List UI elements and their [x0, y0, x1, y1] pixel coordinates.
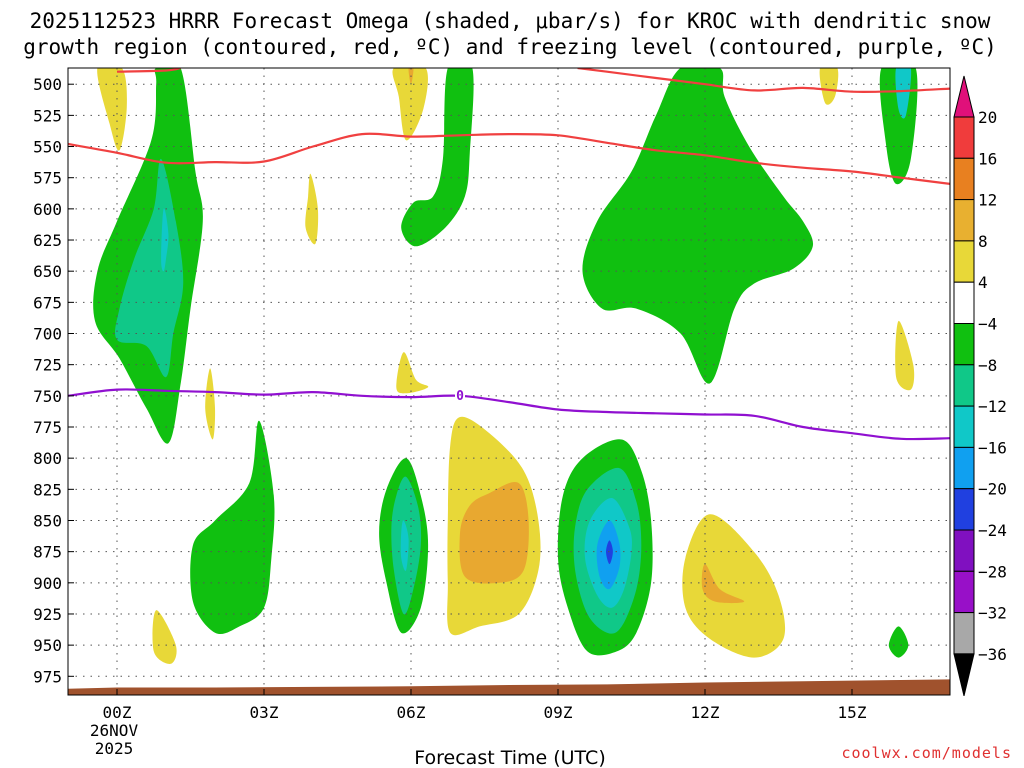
colorbar-swatch: [953, 405, 975, 448]
chart-title-line2: growth region (contoured, red, ºC) and f…: [23, 35, 997, 59]
omega-region-yellow-11: [819, 68, 839, 105]
y-tick-label: 500: [33, 75, 62, 94]
y-tick-label: 575: [33, 169, 62, 188]
omega-region-yellow-27: [682, 514, 786, 658]
y-axis-ticks: 500 525 550 575 600 625 650 675 700 725 750 775 800 8…: [33, 75, 74, 686]
credit-text: coolwx.com/models: [841, 744, 1012, 762]
freezing-label-bg: [455, 388, 465, 401]
dgz-contour-0: [68, 132, 950, 185]
y-tick-label: 975: [33, 667, 62, 686]
omega-region-orange-28: [701, 564, 745, 604]
omega-region-yellow-8: [396, 352, 429, 394]
y-tick-label: 850: [33, 511, 62, 530]
y-tick-label: 925: [33, 605, 62, 624]
y-tick-label: 950: [33, 636, 62, 655]
terrain-layer: [68, 679, 950, 695]
omega-region-yellow-5: [392, 68, 428, 141]
terrain-band: [68, 679, 950, 695]
x-tick-year: 2025: [95, 739, 134, 758]
colorbar-swatch: [953, 281, 975, 325]
y-tick-label: 650: [33, 262, 62, 281]
x-tick-label: 09Z: [544, 703, 573, 722]
x-tick-label: 12Z: [691, 703, 720, 722]
omega-region-cyan-13: [895, 68, 912, 119]
colorbar-label: 20: [978, 108, 997, 127]
omega-region-green-10: [582, 68, 814, 384]
chart-title-line1: 2025112523 HRRR Forecast Omega (shaded, …: [30, 9, 991, 33]
colorbar-label: 12: [978, 191, 997, 210]
colorbar-label: −32: [978, 604, 1007, 623]
y-tick-label: 725: [33, 356, 62, 375]
plot-frame: [67, 67, 951, 696]
freezing-level-contour: [68, 388, 950, 441]
omega-region-yellow-9: [205, 368, 216, 440]
colorbar-swatch: [953, 364, 975, 407]
colorbar-label: 4: [978, 273, 988, 292]
colorbar-swatch: [953, 570, 975, 614]
dgz-contour-1: [116, 68, 181, 73]
omega-region-cyan-19: [400, 520, 409, 571]
omega-region-green-15: [190, 420, 275, 635]
contour-lines: 0: [68, 68, 950, 441]
omega-region-navy-26: [606, 540, 613, 565]
y-tick-label: 700: [33, 325, 62, 344]
x-tick-date: 26NOV: [90, 721, 139, 740]
y-tick-label: 900: [33, 574, 62, 593]
y-tick-label: 525: [33, 106, 62, 125]
x-tick-label: 06Z: [397, 703, 426, 722]
colorbar-label: −8: [978, 356, 997, 375]
colorbar-label: 16: [978, 149, 997, 168]
colorbar-swatch: [953, 240, 975, 283]
y-tick-label: 800: [33, 449, 62, 468]
x-tick-label: 00Z: [103, 703, 132, 722]
colorbar-bottom-triangle: [953, 653, 975, 697]
y-tick-label: 750: [33, 387, 62, 406]
omega-shaded-regions: [93, 68, 918, 664]
colorbar-swatch: [953, 488, 975, 531]
colorbar-label: −16: [978, 438, 1007, 457]
y-tick-label: 825: [33, 480, 62, 499]
colorbar-label: −20: [978, 480, 1007, 499]
colorbar-swatch: [953, 157, 975, 201]
colorbar-swatch: [953, 612, 975, 655]
colorbar-label: −36: [978, 645, 1007, 664]
colorbar-label: −24: [978, 521, 1007, 540]
y-tick-label: 675: [33, 293, 62, 312]
y-tick-label: 600: [33, 200, 62, 219]
omega-region-yellow-14: [895, 320, 915, 391]
colorbar: 20 16 12 8 4 −4 −8 −12 −16 −20 −24 −28 −32 −36: [953, 75, 1007, 697]
colorbar-label: 8: [978, 232, 988, 251]
x-tick-label: 15Z: [838, 703, 867, 722]
omega-region-cyan-3: [161, 208, 169, 272]
omega-region-green-29: [888, 626, 909, 658]
colorbar-swatch: [953, 529, 975, 572]
omega-region-yellow-16: [152, 610, 177, 664]
colorbar-swatch: [953, 323, 975, 366]
colorbar-swatch: [953, 446, 975, 490]
colorbar-swatch: [953, 116, 975, 159]
omega-region-teal-2: [115, 158, 184, 378]
y-tick-label: 775: [33, 418, 62, 437]
dgz-contour-2: [577, 68, 950, 93]
omega-region-yellow-4: [305, 173, 319, 245]
y-tick-label: 875: [33, 543, 62, 562]
omega-region-yellow-0: [97, 68, 127, 151]
x-tick-label: 03Z: [250, 703, 279, 722]
y-tick-label: 625: [33, 231, 62, 250]
y-tick-label: 550: [33, 138, 62, 157]
colorbar-label: −28: [978, 562, 1007, 581]
omega-region-orange-21: [459, 481, 529, 584]
freezing-level-label: 0: [456, 389, 464, 404]
omega-region-green-7: [401, 68, 474, 247]
colorbar-label: −4: [978, 315, 997, 334]
colorbar-label: −12: [978, 397, 1007, 416]
colorbar-swatch: [953, 199, 975, 242]
x-axis-label: Forecast Time (UTC): [414, 747, 605, 768]
